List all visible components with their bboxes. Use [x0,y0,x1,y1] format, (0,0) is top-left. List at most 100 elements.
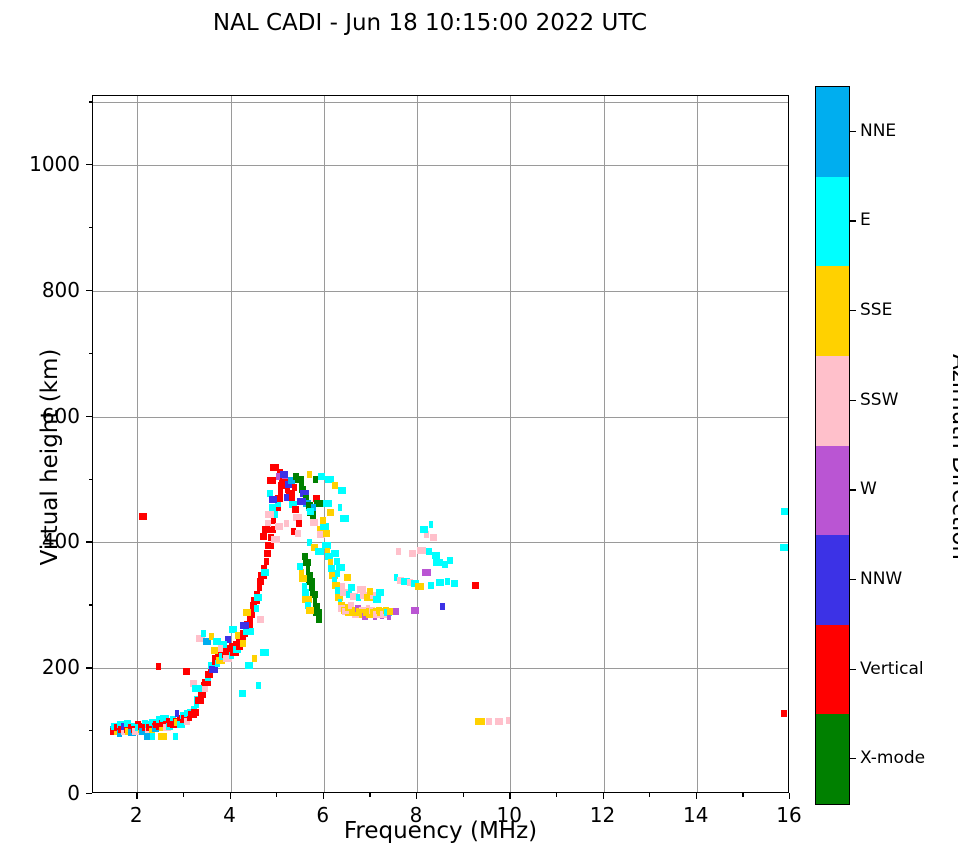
echo-point [264,510,274,518]
echo-point [222,655,232,663]
echo-point [323,499,332,507]
colorbar-segment-x-mode [816,714,849,804]
echo-point [307,538,313,546]
echo-point [407,579,413,587]
echo-point [299,489,309,497]
echo-point [408,550,416,558]
echo-point [333,557,340,565]
echo-point [305,601,312,609]
azimuth-colorbar [815,86,850,805]
grid-line-vertical [603,96,605,792]
echo-point [356,585,366,593]
echo-point [195,634,205,642]
echo-point [292,483,297,491]
echo-point [278,482,286,490]
x-tick-mark [136,793,138,799]
echo-point [218,649,225,656]
echo-point [346,590,353,598]
echo-point [327,559,333,567]
echo-point [270,463,280,471]
x-tick-label: 8 [409,803,423,827]
colorbar-label-ssw: SSW [860,389,899,410]
echo-point [320,516,327,524]
echo-point [414,582,424,590]
echo-point [288,501,298,509]
x-tick-label: 16 [776,803,802,827]
echo-point [335,564,345,572]
echo-point [147,732,155,740]
echo-point [243,628,251,636]
y-tick-mark [86,793,92,795]
echo-point [302,559,311,567]
echo-point [436,579,445,587]
echo-point [267,489,274,497]
echo-point [321,542,331,550]
y-tick-label: 600 [41,403,80,428]
colorbar-tick [850,399,856,401]
x-tick-label: 14 [683,803,709,827]
echo-point [312,596,318,604]
colorbar-tick [850,578,856,581]
echo-point [292,506,300,514]
page-title: NAL CADI - Jun 18 10:15:00 2022 UTC [212,10,648,36]
echo-point [440,603,446,611]
echo-point [348,601,355,609]
x-minor-tick [369,793,371,797]
echo-point [340,589,350,597]
grid-line-vertical [696,96,698,792]
echo-point [331,581,340,589]
echo-point [159,724,164,732]
echo-point [271,504,281,512]
grid-line-horizontal [93,542,788,544]
echo-point [494,717,503,725]
echo-point [239,639,246,647]
y-minor-tick [88,352,92,355]
colorbar-label-sse: SSE [860,300,893,321]
echo-point [305,571,313,579]
echo-point [781,710,788,717]
echo-point [295,520,302,528]
y-tick-label: 800 [41,277,80,302]
colorbar-segment-sse [816,266,849,356]
echo-point [182,667,190,675]
echo-point [242,609,251,617]
echo-point [441,560,449,568]
echo-point [309,513,316,521]
echo-point [314,548,324,556]
echo-point [301,582,307,590]
grid-line-horizontal [93,102,788,104]
echo-point [425,548,432,556]
echo-point [309,590,318,598]
colorbar-label-e: E [860,210,871,231]
echo-point [283,520,290,528]
echo-point [174,710,180,717]
colorbar-segment-e [816,176,849,267]
echo-point [198,691,207,699]
y-tick-mark [86,164,92,166]
echo-point [433,559,443,567]
echo-point [307,507,315,515]
echo-point [148,727,155,735]
echo-point [363,594,373,602]
echo-point [324,476,334,484]
echo-point [431,551,440,559]
echo-point [393,573,399,581]
echo-point [312,603,320,611]
x-tick-mark [602,793,604,799]
y-axis-label: Virtual height (km) [37,348,63,566]
echo-point [471,581,479,589]
echo-point [331,550,340,558]
echo-point [222,645,227,653]
x-tick-label: 12 [589,803,616,827]
echo-point [155,716,162,724]
echo-point [203,638,212,646]
colorbar-label-vertical: Vertical [860,658,924,679]
echo-point [155,662,161,670]
y-tick-label: 0 [67,781,80,805]
echo-point [264,557,269,565]
x-tick-label: 2 [129,803,143,827]
echo-point [322,529,330,537]
echo-point [350,593,359,601]
echo-point [254,594,263,602]
echo-point [225,636,232,644]
